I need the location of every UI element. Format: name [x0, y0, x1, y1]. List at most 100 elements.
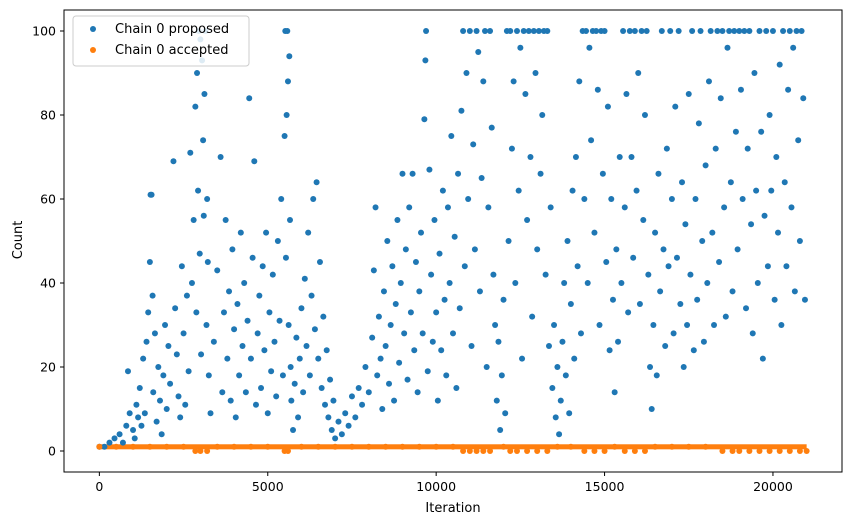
proposed-point [716, 259, 723, 265]
proposed-point [611, 389, 618, 396]
proposed-point [266, 309, 273, 316]
accepted-point [736, 448, 743, 454]
accepted-point [192, 448, 199, 454]
proposed-point [298, 305, 305, 312]
proposed-point [677, 301, 684, 307]
proposed-point [423, 28, 430, 34]
proposed-point [158, 431, 165, 438]
accepted-point [180, 443, 187, 450]
y-tick-label: 100 [32, 24, 56, 39]
accepted-point [746, 448, 753, 454]
proposed-point [547, 204, 554, 211]
accepted-point [685, 443, 692, 450]
proposed-point [567, 301, 574, 307]
proposed-point [438, 347, 445, 354]
proposed-point [636, 301, 643, 307]
proposed-point [365, 389, 372, 396]
proposed-point [285, 322, 292, 328]
proposed-point [274, 238, 281, 244]
proposed-point [162, 322, 169, 328]
proposed-point [254, 330, 261, 337]
proposed-point [480, 78, 487, 85]
proposed-point [327, 376, 334, 383]
proposed-point [258, 385, 265, 391]
legend-label-proposed: Chain 0 proposed [115, 22, 229, 37]
proposed-point [143, 338, 150, 345]
proposed-point [465, 196, 472, 202]
proposed-point [513, 28, 520, 34]
proposed-point [322, 401, 329, 408]
legend: Chain 0 proposed Chain 0 accepted [72, 15, 250, 67]
proposed-point [293, 334, 300, 341]
proposed-point [236, 372, 243, 379]
proposed-point [141, 410, 148, 417]
proposed-point [542, 271, 549, 278]
proposed-point [200, 137, 207, 144]
proposed-point [433, 309, 440, 316]
proposed-point [557, 397, 564, 404]
proposed-point [193, 309, 200, 316]
proposed-point [569, 187, 576, 194]
proposed-point [741, 28, 748, 34]
proposed-point [775, 229, 782, 236]
proposed-point [709, 229, 716, 236]
proposed-point [444, 204, 451, 211]
accepted-point [581, 448, 588, 454]
proposed-point [727, 179, 734, 186]
proposed-point [648, 406, 655, 412]
proposed-point [156, 397, 163, 404]
proposed-point [539, 112, 546, 118]
proposed-point [631, 28, 638, 34]
proposed-point [783, 263, 790, 270]
proposed-point [527, 154, 534, 160]
proposed-point [795, 137, 802, 144]
proposed-point [800, 95, 807, 102]
proposed-point [204, 259, 211, 265]
accepted-point [247, 443, 254, 450]
proposed-point [778, 322, 785, 328]
proposed-point [384, 238, 391, 244]
proposed-point [167, 380, 174, 387]
accepted-point [130, 443, 137, 450]
proposed-point [429, 338, 436, 345]
proposed-point [771, 296, 778, 303]
proposed-point [453, 385, 460, 391]
proposed-point [247, 355, 254, 362]
proposed-point [414, 389, 421, 396]
proposed-point [791, 288, 798, 295]
proposed-point [180, 330, 187, 337]
proposed-point [338, 431, 345, 438]
accepted-point [756, 448, 763, 454]
proposed-point [101, 443, 108, 450]
proposed-point [310, 196, 317, 202]
proposed-point [512, 280, 519, 286]
accepted-point [315, 443, 322, 450]
proposed-point [271, 338, 278, 345]
proposed-point [455, 170, 462, 177]
proposed-point [231, 326, 238, 333]
proposed-point [601, 28, 608, 34]
accepted-point [803, 448, 810, 454]
proposed-point [657, 288, 664, 295]
proposed-point [416, 288, 423, 295]
proposed-point [424, 368, 431, 375]
proposed-point [291, 380, 298, 387]
proposed-point [606, 347, 613, 354]
proposed-point [640, 217, 647, 223]
accepted-point [487, 448, 494, 454]
proposed-point [690, 347, 697, 354]
proposed-point [460, 28, 467, 34]
proposed-point [155, 364, 162, 370]
proposed-point [268, 368, 275, 375]
proposed-point [519, 355, 526, 362]
proposed-point [781, 179, 788, 186]
accepted-point [729, 448, 736, 454]
proposed-point [325, 414, 332, 421]
proposed-point [796, 238, 803, 244]
proposed-point [396, 359, 403, 366]
proposed-point [626, 28, 633, 34]
proposed-point [224, 355, 231, 362]
proposed-point [111, 435, 118, 442]
accepted-point [534, 448, 541, 454]
proposed-point [660, 246, 667, 253]
